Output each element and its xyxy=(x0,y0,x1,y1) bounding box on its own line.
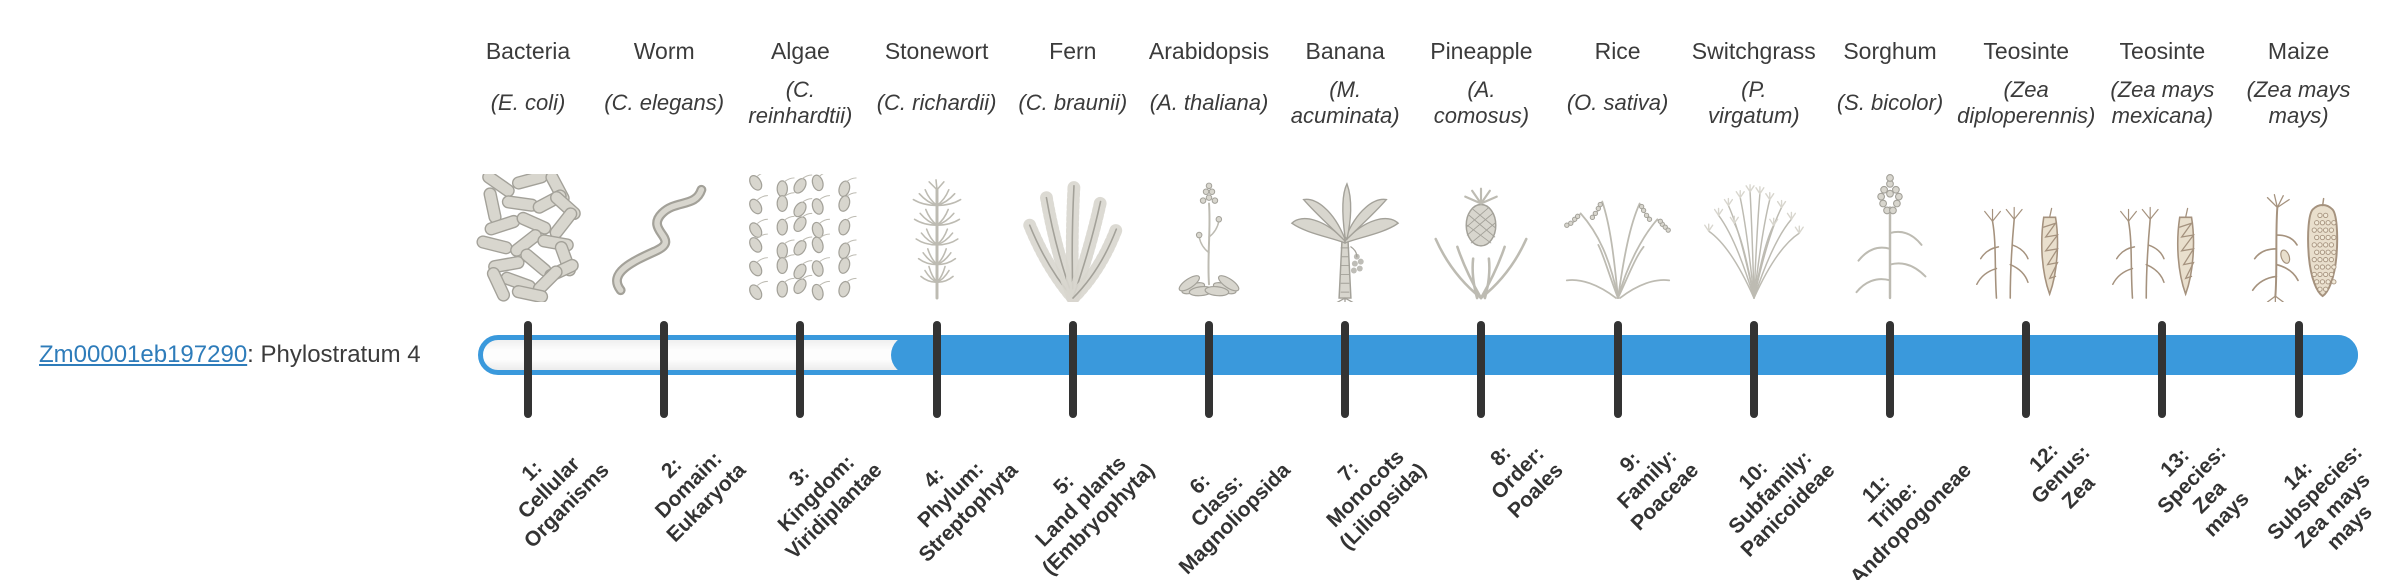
species-latin-name: (C. braunii) xyxy=(1018,89,1128,115)
species-name-stonewort: Stonewort xyxy=(884,38,989,64)
timeline-tick xyxy=(2294,321,2303,418)
timeline-tick xyxy=(1205,321,1213,418)
species-name-pineapple: Pineapple xyxy=(1430,38,1533,64)
arabidopsis-icon xyxy=(1147,170,1271,302)
species-latin-name: (Zea mays mexicana) xyxy=(2110,76,2215,128)
species-name-banana: Banana xyxy=(1305,38,1385,64)
timeline-tick xyxy=(1341,321,1350,418)
species-name-bacteria: Bacteria xyxy=(485,38,571,64)
bacteria-icon xyxy=(466,170,590,302)
fern-icon xyxy=(1011,170,1135,302)
timeline-tick xyxy=(660,321,669,418)
species-name-teosinte: Teosinte xyxy=(2119,38,2206,64)
stratum-label: 8: Order: Poales xyxy=(1485,441,1568,523)
stratum-label: 13: Species: Zea mays xyxy=(2153,441,2254,542)
stratum-label: 7: Monocots (Liliopsida) xyxy=(1322,445,1431,554)
species-latin-name: (M. acuminata) xyxy=(1290,76,1400,128)
species-latin-name: (A. comosus) xyxy=(1433,76,1530,128)
species-latin-name: (Zea diploperennis) xyxy=(1957,76,2096,128)
species-name-algae: Algae xyxy=(770,38,830,64)
teosinte-icon xyxy=(1964,170,2088,302)
stonewort-icon xyxy=(875,170,999,302)
stratum-label: 5: Land plants (Embryophyta) xyxy=(1030,451,1159,580)
stratum-label: 3: Kingdom: Viridiplantae xyxy=(773,451,887,564)
stratum-label: 11: Tribe: Andropogoneae xyxy=(1845,458,1976,580)
timeline-tick xyxy=(524,321,532,418)
species-name-maize: Maize xyxy=(2267,38,2330,64)
stratum-label: 6: Class: Magnoliopsida xyxy=(1174,458,1295,579)
stratum-label: 2: Domain: Eukaryota xyxy=(650,447,750,547)
algae-icon xyxy=(738,170,862,302)
species-name-arabidopsis: Arabidopsis xyxy=(1148,38,1270,64)
species-name-rice: Rice xyxy=(1594,38,1641,64)
species-name-sorghum: Sorghum xyxy=(1843,38,1937,64)
species-latin-name: (O. sativa) xyxy=(1566,89,1669,115)
species-latin-name: (P. virgatum) xyxy=(1707,76,1800,128)
species-latin-name: (A. thaliana) xyxy=(1149,89,1269,115)
species-name-worm: Worm xyxy=(633,38,695,64)
timeline-tick xyxy=(2158,321,2167,418)
gene-link[interactable]: Zm00001eb197290 xyxy=(39,341,248,368)
species-latin-name: (S. bicolor) xyxy=(1836,89,1944,115)
timeline-tick xyxy=(796,321,805,418)
stratum-label: 4: Phylum: Streptophyta xyxy=(913,457,1023,567)
species-name-fern: Fern xyxy=(1049,38,1097,64)
stratum-label: 14: Subspecies: Zea mays mays xyxy=(2263,441,2377,555)
pineapple-icon xyxy=(1419,170,1543,302)
timeline-tick xyxy=(1749,321,1758,418)
stratum-label: 1: Cellular Organisms xyxy=(514,452,614,553)
stratum-label: 9: Family: Poaceae xyxy=(1613,445,1704,535)
timeline-tick xyxy=(1477,321,1486,418)
species-latin-name: (E. coli) xyxy=(490,89,566,115)
species-latin-name: (Zea mays mays) xyxy=(2246,76,2351,128)
timeline-tick xyxy=(2022,321,2031,418)
stratum-label: 12: Genus: Zea xyxy=(2024,438,2100,514)
timeline-tick xyxy=(1886,321,1894,418)
species-name-teosinte: Teosinte xyxy=(1983,38,2070,64)
phylostratum-bar-fill xyxy=(891,335,2358,375)
timeline-tick xyxy=(932,321,941,418)
species-latin-name: (C. elegans) xyxy=(604,89,725,115)
timeline-tick xyxy=(1068,321,1077,418)
teosinte-icon xyxy=(2100,170,2224,302)
switchgrass-icon xyxy=(1692,170,1816,302)
timeline-tick xyxy=(1613,321,1622,418)
species-latin-name: (C. reinhardtii) xyxy=(748,76,853,128)
rice-icon xyxy=(1556,170,1680,302)
sorghum-icon xyxy=(1828,170,1952,302)
worm-icon xyxy=(602,170,726,302)
species-name-switchgrass: Switchgrass xyxy=(1691,38,1816,64)
species-latin-name: (C. richardii) xyxy=(876,89,997,115)
maize-icon xyxy=(2237,170,2361,302)
gene-annotation: : Phylostratum 4 xyxy=(247,341,421,368)
gene-label: Zm00001eb197290: Phylostratum 4 xyxy=(39,341,421,369)
banana-icon xyxy=(1283,170,1407,302)
